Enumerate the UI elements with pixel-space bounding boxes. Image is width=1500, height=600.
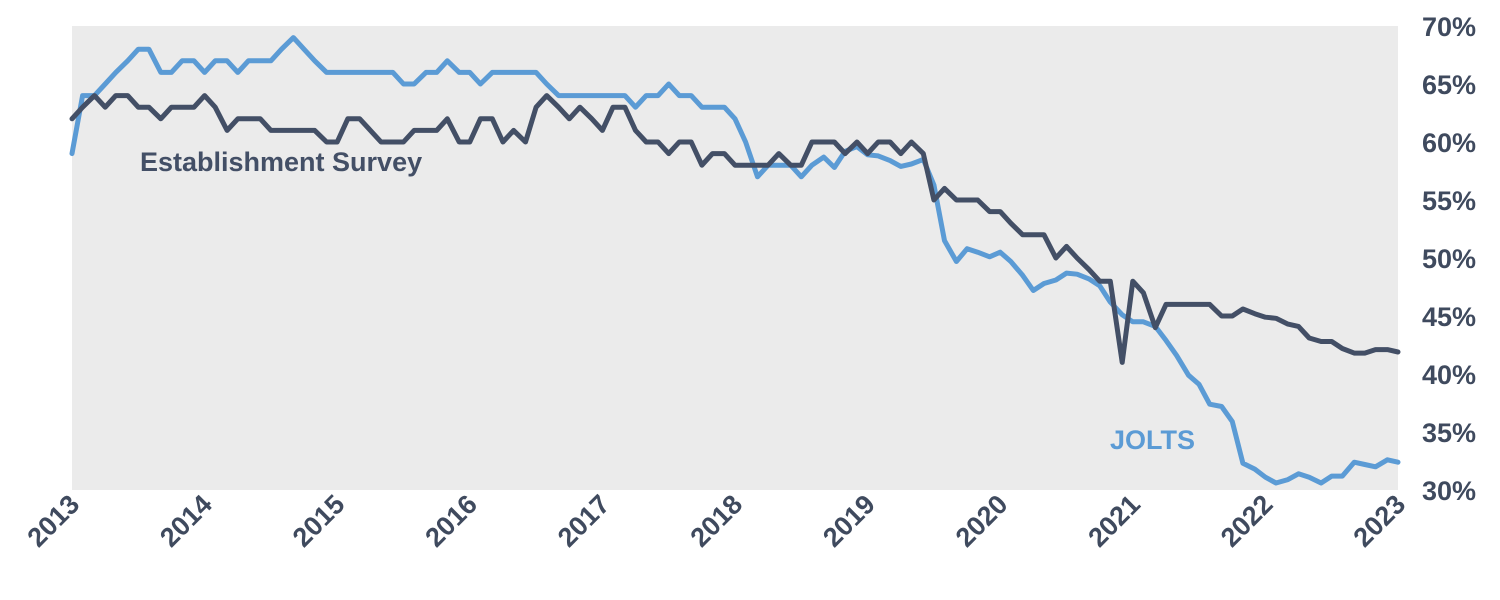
y-tick-label: 30% bbox=[1422, 476, 1476, 506]
series-label-establishment-survey: Establishment Survey bbox=[140, 147, 422, 177]
y-axis: 30% 35% 40% 45% 50% 55% 60% 65% 70% bbox=[1422, 12, 1476, 506]
y-tick-label: 55% bbox=[1422, 186, 1476, 216]
y-tick-label: 70% bbox=[1422, 12, 1476, 42]
y-tick-label: 60% bbox=[1422, 128, 1476, 158]
series-line-establishment-survey bbox=[69, 93, 1401, 365]
y-tick-label: 65% bbox=[1422, 70, 1476, 100]
y-tick-label: 50% bbox=[1422, 244, 1476, 274]
x-tick-label: 2020 bbox=[950, 489, 1014, 553]
x-tick-label: 2016 bbox=[419, 489, 483, 553]
x-tick-label: 2023 bbox=[1348, 489, 1412, 553]
series-label-jolts: JOLTS bbox=[1110, 425, 1195, 455]
x-tick-label: 2021 bbox=[1082, 489, 1146, 553]
series-lines bbox=[69, 35, 1401, 486]
series-line-jolts bbox=[69, 35, 1401, 486]
x-tick-label: 2019 bbox=[817, 489, 881, 553]
y-tick-label: 45% bbox=[1422, 302, 1476, 332]
y-tick-label: 35% bbox=[1422, 418, 1476, 448]
x-axis: 2013 2014 2015 2016 2017 2018 2019 2020 2021 2022… bbox=[22, 489, 1412, 553]
x-tick-label: 2017 bbox=[552, 489, 616, 553]
x-tick-label: 2013 bbox=[22, 489, 86, 553]
x-tick-label: 2022 bbox=[1215, 489, 1279, 553]
x-tick-label: 2014 bbox=[154, 489, 218, 553]
y-tick-label: 40% bbox=[1422, 360, 1476, 390]
plot-background bbox=[72, 26, 1398, 490]
x-tick-label: 2015 bbox=[287, 489, 351, 553]
x-tick-label: 2018 bbox=[685, 489, 749, 553]
